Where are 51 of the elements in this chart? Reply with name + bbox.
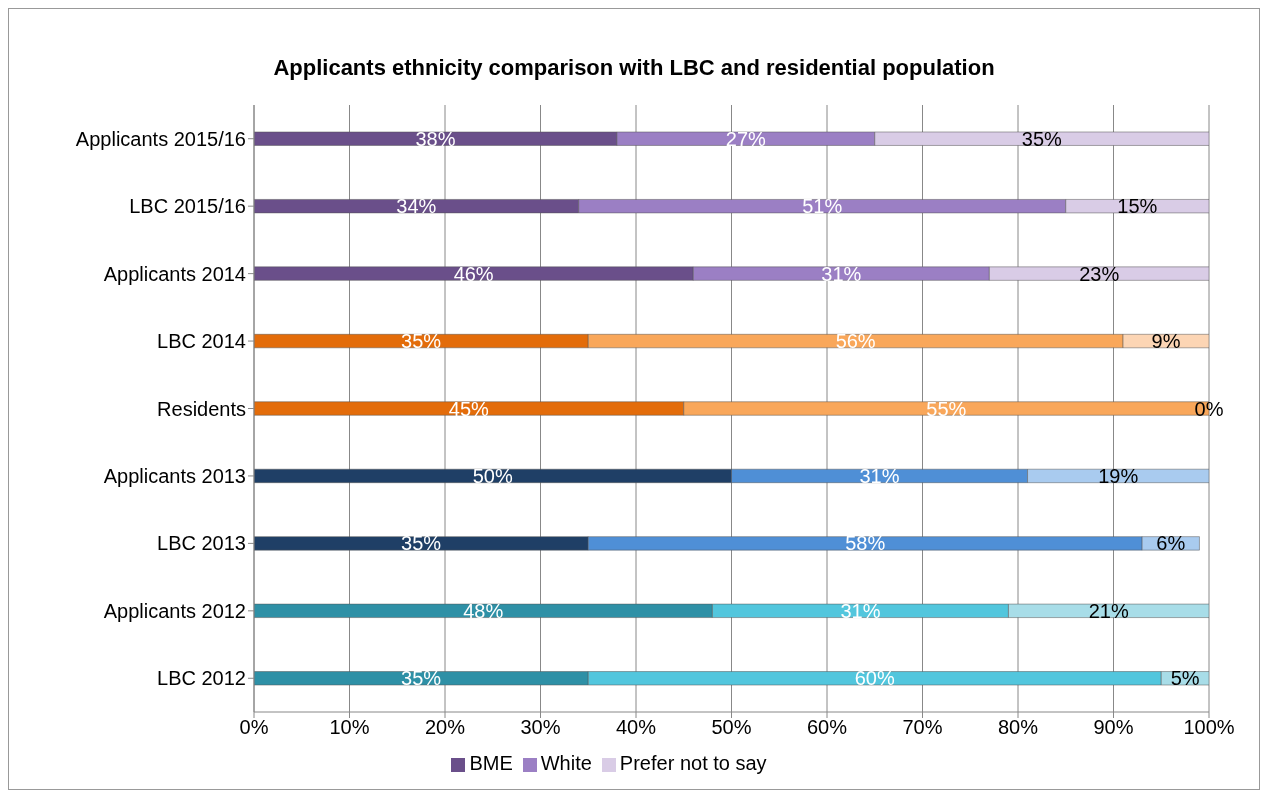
- y-tick-label: LBC 2013: [157, 532, 246, 555]
- data-label: 60%: [854, 667, 895, 690]
- legend-label: White: [540, 752, 592, 774]
- y-tick-label: LBC 2014: [157, 330, 246, 353]
- x-tick-label: 70%: [902, 716, 943, 739]
- data-label: 21%: [1088, 599, 1129, 622]
- data-label: 5%: [1170, 667, 1200, 690]
- y-tick-label: Applicants 2012: [103, 599, 246, 622]
- x-tick-label: 90%: [1093, 716, 1134, 739]
- data-label: 56%: [835, 330, 876, 353]
- data-label: 51%: [802, 195, 843, 218]
- data-label: 35%: [401, 330, 442, 353]
- data-label: 48%: [463, 599, 504, 622]
- data-label: 15%: [1117, 195, 1158, 218]
- data-label: 0%: [1194, 397, 1224, 420]
- data-label: 31%: [821, 262, 862, 285]
- x-tick-label: 0%: [239, 716, 269, 739]
- x-tick-label: 40%: [615, 716, 657, 739]
- y-tick-label: Residents: [157, 397, 246, 420]
- data-label: 38%: [415, 127, 456, 150]
- legend-label: BME: [469, 752, 513, 774]
- data-label: 35%: [1021, 127, 1063, 150]
- x-tick-label: 80%: [997, 716, 1039, 739]
- data-label: 50%: [472, 464, 513, 487]
- data-label: 9%: [1151, 330, 1181, 353]
- data-label: 23%: [1079, 262, 1120, 285]
- chart-title: Applicants ethnicity comparison with LBC and residential population: [272, 54, 996, 82]
- y-tick-label: LBC 2012: [157, 667, 246, 690]
- y-tick-label: LBC 2015/16: [129, 195, 246, 218]
- data-label: 31%: [859, 464, 900, 487]
- data-label: 35%: [401, 532, 442, 555]
- data-label: 35%: [401, 667, 442, 690]
- data-label: 6%: [1156, 532, 1186, 555]
- x-tick-label: 30%: [520, 716, 561, 739]
- x-tick-label: 60%: [806, 716, 848, 739]
- x-tick-label: 50%: [711, 716, 752, 739]
- data-label: 55%: [926, 397, 967, 420]
- data-label: 34%: [396, 195, 437, 218]
- x-tick-label: 10%: [329, 716, 370, 739]
- y-tick-label: Applicants 2013: [103, 465, 246, 488]
- data-label: 19%: [1098, 464, 1139, 487]
- data-label: 45%: [448, 397, 490, 420]
- data-label: 46%: [453, 262, 494, 285]
- legend-label: Prefer not to say: [619, 752, 767, 774]
- x-tick-label: 20%: [424, 716, 466, 739]
- x-tick-label: 100%: [1183, 716, 1235, 739]
- y-tick-label: Applicants 2014: [103, 262, 246, 285]
- data-label: 31%: [840, 599, 881, 622]
- y-tick-label: Applicants 2015/16: [75, 127, 246, 150]
- data-label: 58%: [845, 532, 886, 555]
- data-label: 27%: [725, 127, 767, 150]
